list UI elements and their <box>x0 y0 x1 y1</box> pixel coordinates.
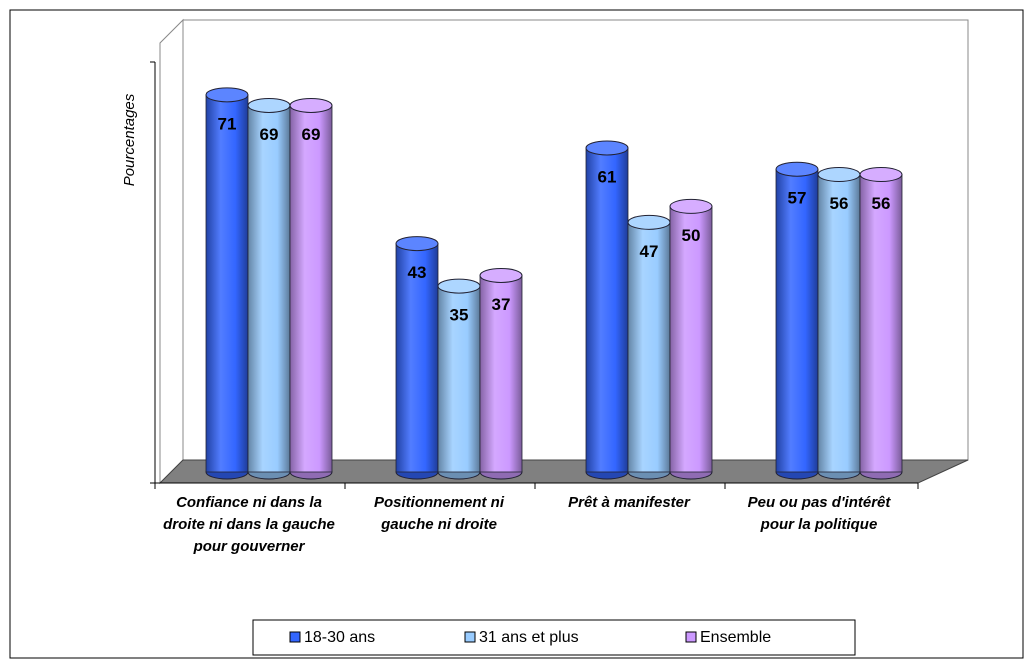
bar-top <box>247 97 291 113</box>
bar-top <box>817 167 861 182</box>
value-label: 56 <box>872 194 891 213</box>
value-label: 69 <box>302 125 321 144</box>
bar-top <box>585 140 629 156</box>
bar <box>205 94 249 473</box>
legend-swatch <box>464 631 476 643</box>
legend-swatch <box>685 631 697 643</box>
value-label: 71 <box>218 114 237 133</box>
bar <box>775 168 819 473</box>
bar <box>395 243 439 473</box>
legend-label: Ensemble <box>700 629 771 646</box>
bar-top <box>205 87 249 103</box>
bar <box>669 205 713 473</box>
value-label: 37 <box>492 295 511 314</box>
legend <box>252 619 856 656</box>
bar <box>817 174 861 473</box>
value-label: 47 <box>640 242 659 261</box>
value-label: 61 <box>598 167 617 186</box>
bar <box>627 221 671 473</box>
legend-label: 18-30 ans <box>304 629 375 646</box>
bar <box>437 285 481 473</box>
legend-label: 31 ans et plus <box>479 629 579 646</box>
bar-top <box>289 97 333 113</box>
side-wall <box>159 18 184 485</box>
bar <box>479 275 523 473</box>
value-label: 69 <box>260 125 279 144</box>
bar <box>585 147 629 473</box>
bar-top <box>627 214 671 230</box>
legend-swatch <box>289 631 301 643</box>
bar-top <box>437 278 481 294</box>
y-axis-title: Pourcentages <box>121 93 138 186</box>
bar-top <box>669 198 713 214</box>
value-label: 43 <box>408 263 427 282</box>
x-tick-label: Prêt à manifester <box>568 494 690 511</box>
bar-top <box>479 267 523 283</box>
x-tick-label: Confiance ni dans la droite ni dans la g… <box>163 494 335 555</box>
x-tick-label: Positionnement ni gauche ni droite <box>373 494 504 533</box>
bar-top <box>775 161 819 177</box>
bar-top <box>859 167 903 182</box>
value-label: 57 <box>788 189 807 208</box>
bar <box>859 174 903 473</box>
bar <box>247 105 291 473</box>
bar <box>289 105 333 473</box>
value-label: 56 <box>830 194 849 213</box>
value-label: 50 <box>682 226 701 245</box>
value-label: 35 <box>450 306 469 325</box>
bar-top <box>395 236 439 252</box>
x-tick-label: Peu ou pas d'intérêt pour la politique <box>747 494 891 533</box>
